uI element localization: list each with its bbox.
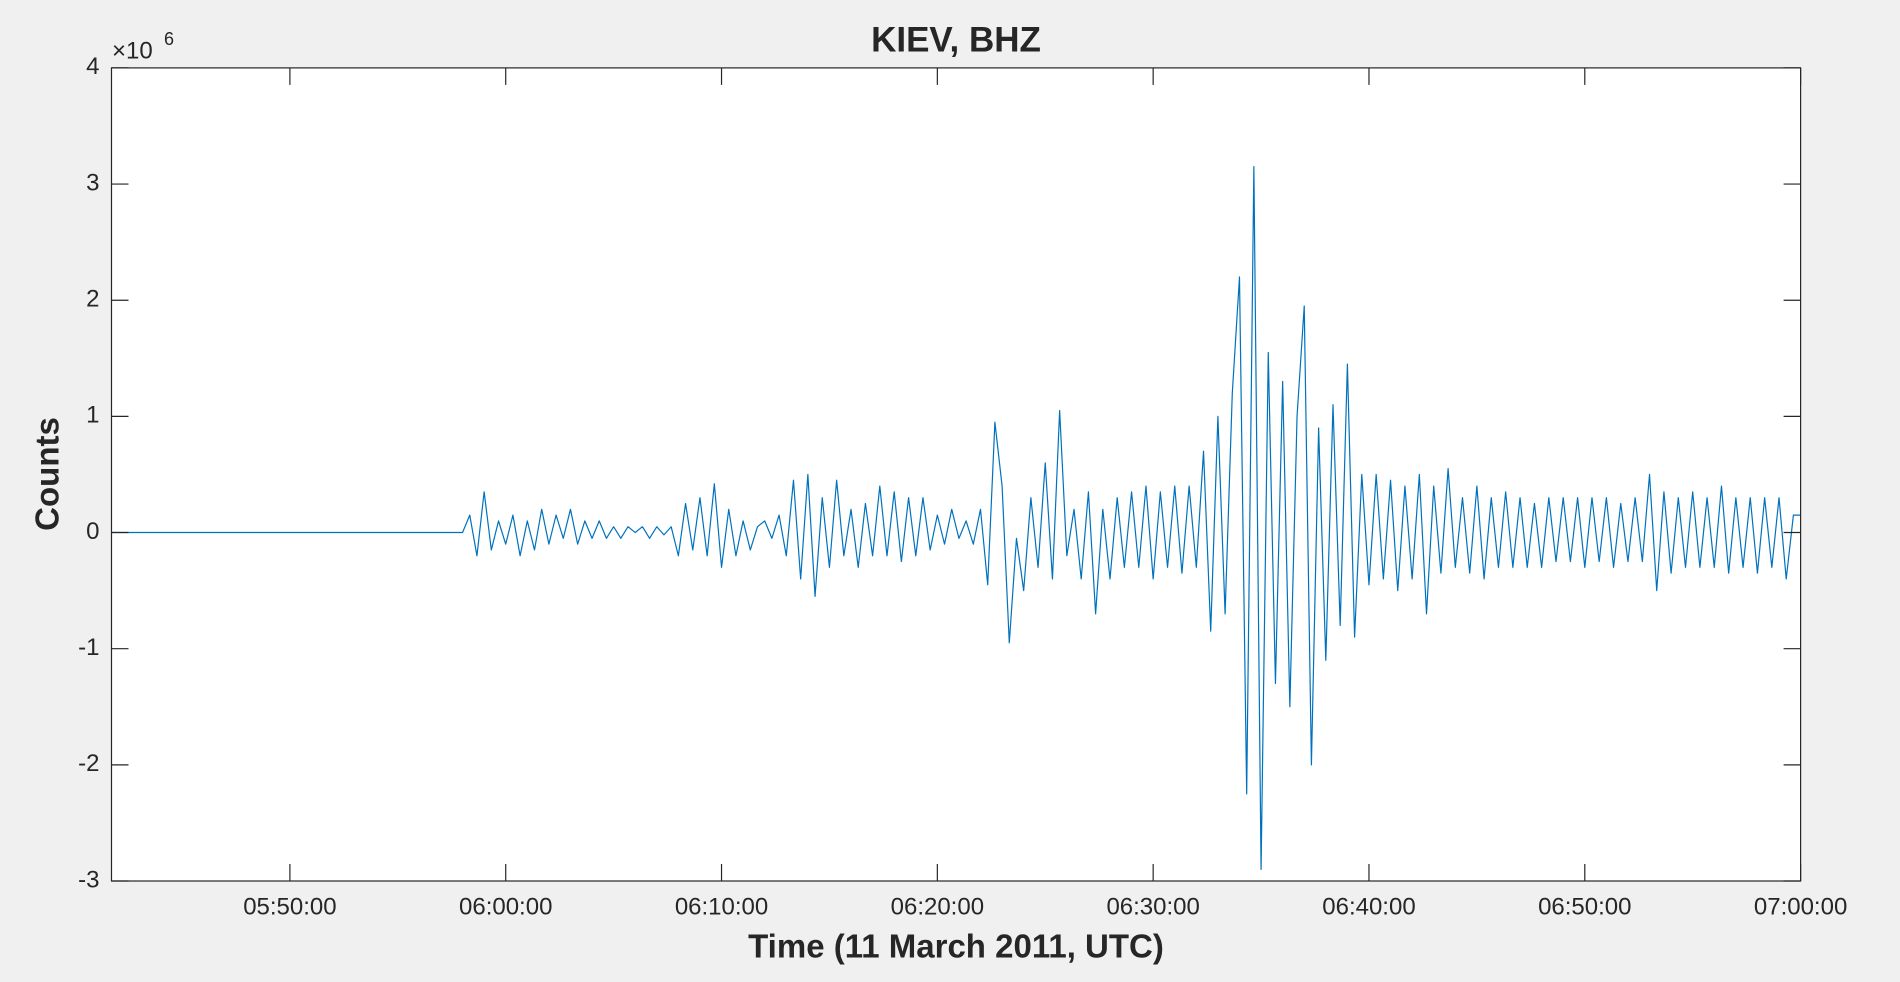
y-tick-label: 0 xyxy=(86,518,99,545)
axes-box xyxy=(110,67,1802,882)
x-tick-label: 07:00:00 xyxy=(1754,893,1847,920)
x-tick-label: 05:50:00 xyxy=(243,893,336,920)
chart-title: KIEV, BHZ xyxy=(871,20,1041,59)
y-tick-label: -3 xyxy=(78,866,99,893)
data-line xyxy=(111,166,1801,870)
y-tick-label: 3 xyxy=(86,169,99,196)
x-tick-label: 06:00:00 xyxy=(459,893,552,920)
y-tick-label: -2 xyxy=(78,750,99,777)
y-tick-label: 2 xyxy=(86,286,99,313)
y-tick-label: 1 xyxy=(86,402,99,429)
x-tick-label: 06:30:00 xyxy=(1106,893,1199,920)
x-tick-label: 06:40:00 xyxy=(1322,893,1415,920)
y-tick-label: -1 xyxy=(78,634,99,661)
y-multiplier-exponent: 6 xyxy=(164,29,174,49)
plot-area xyxy=(111,67,1801,881)
x-tick-label: 06:50:00 xyxy=(1538,893,1631,920)
y-axis-label: Counts xyxy=(29,417,66,531)
y-multiplier: ×10 xyxy=(112,37,153,64)
y-tick-label: 4 xyxy=(86,53,99,80)
x-tick-label: 06:10:00 xyxy=(675,893,768,920)
x-axis-label: Time (11 March 2011, UTC) xyxy=(748,928,1164,965)
x-tick-label: 06:20:00 xyxy=(891,893,984,920)
